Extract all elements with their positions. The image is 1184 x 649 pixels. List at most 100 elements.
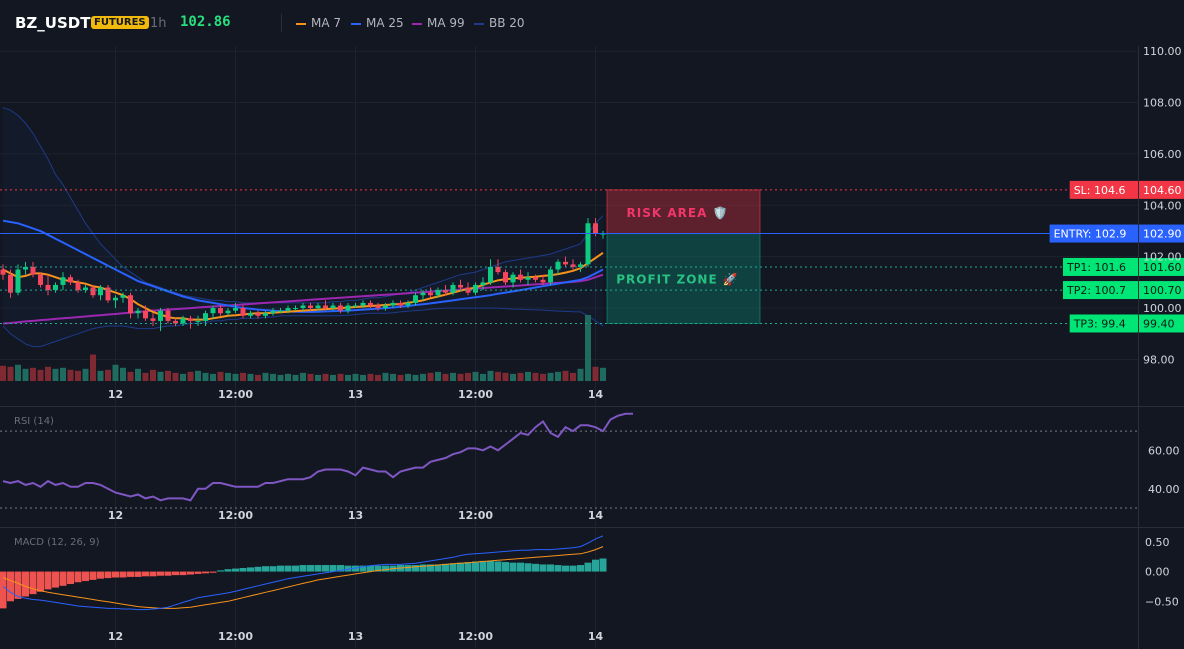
candle-body[interactable]	[420, 292, 426, 296]
candle-body[interactable]	[405, 302, 411, 306]
candle-body[interactable]	[375, 305, 381, 309]
candle-body[interactable]	[135, 310, 141, 314]
candle-body[interactable]	[465, 287, 471, 293]
candle-body[interactable]	[323, 305, 328, 309]
volume-bar	[172, 372, 179, 381]
candle-body[interactable]	[345, 305, 351, 311]
candle-body[interactable]	[533, 277, 538, 280]
candle-body[interactable]	[278, 310, 283, 312]
candle-body[interactable]	[488, 266, 493, 283]
candle-body[interactable]	[330, 305, 336, 309]
candle-body[interactable]	[525, 277, 531, 280]
level-tag-bg	[1049, 224, 1138, 243]
candle-body[interactable]	[510, 274, 516, 283]
legend-ma7[interactable]: MA 7	[296, 16, 341, 30]
candle-body[interactable]	[563, 261, 568, 265]
candle-body[interactable]	[180, 318, 186, 324]
candle-body[interactable]	[360, 302, 366, 306]
candle-body[interactable]	[353, 305, 358, 307]
legend-bb20[interactable]: BB 20	[474, 16, 525, 30]
candle-body[interactable]	[195, 320, 201, 322]
candle-body[interactable]	[585, 223, 591, 265]
macd-panel[interactable]: 0.50 0.00 −0.50 MACD (12, 26, 9)	[0, 535, 1179, 611]
volume-bar	[525, 371, 531, 381]
volume-bar	[0, 365, 6, 381]
candle-body[interactable]	[390, 302, 396, 306]
candle-body[interactable]	[503, 272, 508, 283]
candle-body[interactable]	[428, 292, 433, 296]
candle-body[interactable]	[255, 313, 261, 316]
candle-body[interactable]	[480, 282, 486, 285]
candle-body[interactable]	[150, 318, 156, 321]
candle-body[interactable]	[68, 277, 73, 283]
timeframe[interactable]: 1h	[150, 16, 167, 31]
candle-body[interactable]	[173, 320, 178, 324]
candle-body[interactable]	[413, 295, 418, 303]
candle-body[interactable]	[300, 305, 306, 309]
candle-body[interactable]	[120, 295, 126, 298]
candle-body[interactable]	[495, 266, 501, 273]
candle-body[interactable]	[248, 313, 253, 316]
candle-body[interactable]	[165, 310, 171, 321]
candle-body[interactable]	[450, 284, 456, 293]
macd-signal-line[interactable]	[2, 546, 604, 609]
candle-body[interactable]	[218, 308, 223, 314]
candle-body[interactable]	[225, 310, 231, 314]
candle-body[interactable]	[203, 313, 208, 321]
trade-levels[interactable]: SL: 104.6 104.60 ENTRY: 102.9 102.90 TP1: 10…	[0, 180, 1184, 333]
rsi-panel[interactable]: 40.00 60.00 RSI (14)	[0, 412, 1180, 509]
volume-bar	[420, 373, 426, 381]
symbol-name[interactable]: BZ_USDT	[15, 14, 91, 32]
candle-body[interactable]	[285, 308, 291, 311]
candle-body[interactable]	[90, 287, 96, 296]
candle-body[interactable]	[98, 287, 103, 296]
candle-body[interactable]	[233, 308, 238, 311]
candle-body[interactable]	[458, 284, 463, 288]
candle-body[interactable]	[45, 284, 51, 291]
candle-body[interactable]	[30, 266, 36, 275]
candle-body[interactable]	[593, 223, 598, 234]
candle-body[interactable]	[60, 277, 66, 285]
candle-body[interactable]	[128, 295, 133, 314]
candle-body[interactable]	[443, 290, 448, 293]
candle-body[interactable]	[8, 274, 13, 293]
candle-body[interactable]	[368, 302, 373, 306]
candle-body[interactable]	[270, 310, 276, 314]
candle-body[interactable]	[113, 297, 118, 301]
legend-ma99[interactable]: MA 99	[412, 16, 465, 30]
risk-area-zone	[606, 189, 761, 235]
candle-body[interactable]	[315, 305, 321, 309]
candle-body[interactable]	[435, 290, 441, 296]
candle-body[interactable]	[210, 308, 216, 314]
candle-body[interactable]	[38, 274, 43, 285]
candle-body[interactable]	[398, 302, 403, 306]
candle-body[interactable]	[308, 305, 313, 309]
candle-body[interactable]	[263, 313, 268, 316]
candle-body[interactable]	[105, 287, 111, 301]
legend-ma25[interactable]: MA 25	[351, 16, 404, 30]
candle-body[interactable]	[83, 287, 88, 291]
macd-line[interactable]	[2, 535, 604, 611]
candle-body[interactable]	[473, 284, 478, 293]
candle-body[interactable]	[15, 269, 21, 293]
candle-body[interactable]	[158, 310, 163, 321]
candle-body[interactable]	[188, 318, 193, 321]
candle-body[interactable]	[240, 308, 246, 316]
candle-body[interactable]	[570, 264, 576, 267]
candle-body[interactable]	[338, 305, 343, 311]
candle-body[interactable]	[548, 269, 553, 283]
candle-body[interactable]	[293, 308, 298, 310]
candle-body[interactable]	[0, 269, 6, 275]
candle-body[interactable]	[555, 261, 561, 270]
candle-body[interactable]	[578, 264, 583, 267]
candle-body[interactable]	[540, 279, 546, 283]
candle-body[interactable]	[143, 310, 148, 319]
macd-histogram-bar	[472, 561, 479, 572]
candle-body[interactable]	[53, 284, 58, 291]
candle-body[interactable]	[23, 266, 28, 270]
candle-body[interactable]	[518, 274, 523, 280]
candle-body[interactable]	[383, 305, 388, 309]
rsi-line[interactable]	[2, 412, 633, 502]
candle-body[interactable]	[75, 282, 81, 291]
